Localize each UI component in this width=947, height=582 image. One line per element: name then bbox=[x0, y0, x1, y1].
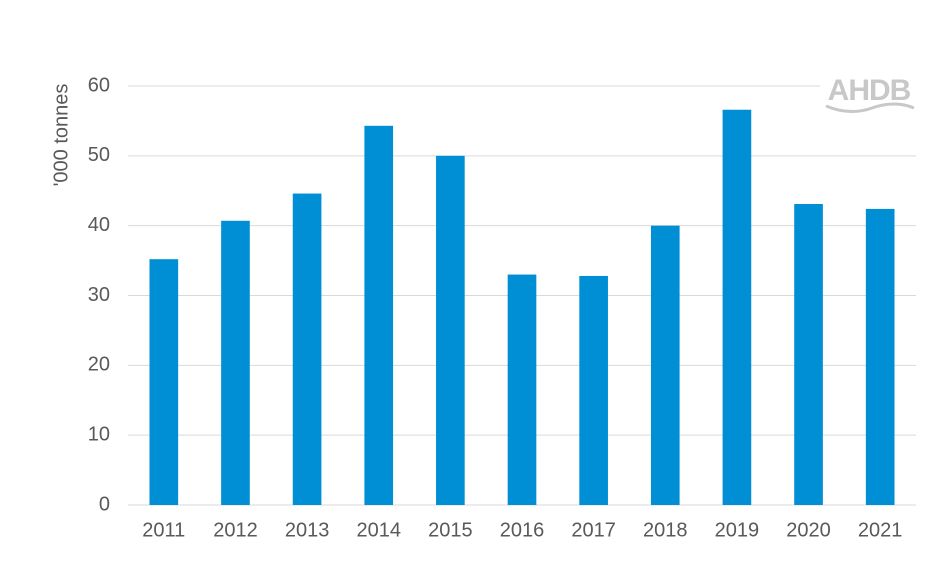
y-tick-label: 60 bbox=[88, 74, 110, 96]
bar bbox=[722, 109, 752, 505]
x-tick-label: 2020 bbox=[786, 519, 831, 541]
bar bbox=[579, 275, 608, 505]
x-tick-label: 2019 bbox=[715, 519, 760, 541]
y-tick-label: 50 bbox=[88, 144, 110, 166]
x-tick-label: 2017 bbox=[571, 519, 616, 541]
bar bbox=[221, 220, 250, 506]
y-tick-label: 10 bbox=[88, 423, 110, 445]
logo-swoosh bbox=[825, 102, 915, 113]
y-axis-label: '000 tonnes bbox=[50, 84, 72, 187]
bar bbox=[149, 259, 179, 505]
bar bbox=[292, 193, 322, 505]
x-tick-label: 2016 bbox=[500, 519, 545, 541]
y-tick-label: 20 bbox=[88, 354, 110, 376]
bar bbox=[865, 208, 895, 505]
bar bbox=[507, 274, 537, 505]
x-tick-label: 2015 bbox=[428, 519, 473, 541]
x-tick-label: 2012 bbox=[213, 519, 258, 541]
x-tick-label: 2018 bbox=[643, 519, 688, 541]
plot-area: 0 10 20 30 40 50 60 2011 2012 2013 2014 2015 2016 201… bbox=[88, 74, 916, 541]
x-tick-label: 2011 bbox=[142, 519, 185, 541]
x-tick-label: 2021 bbox=[858, 519, 903, 541]
x-tick-label: 2013 bbox=[285, 519, 330, 541]
bar bbox=[794, 204, 823, 506]
x-tick-label: 2014 bbox=[356, 519, 401, 541]
y-tick-label: 40 bbox=[88, 214, 110, 236]
y-tick-label: 30 bbox=[88, 284, 110, 306]
logo: AHDB bbox=[828, 74, 911, 107]
bar bbox=[364, 125, 394, 506]
bar bbox=[436, 155, 465, 506]
y-tick-label: 0 bbox=[99, 493, 110, 515]
logo-background bbox=[820, 72, 920, 120]
bar bbox=[650, 225, 680, 505]
